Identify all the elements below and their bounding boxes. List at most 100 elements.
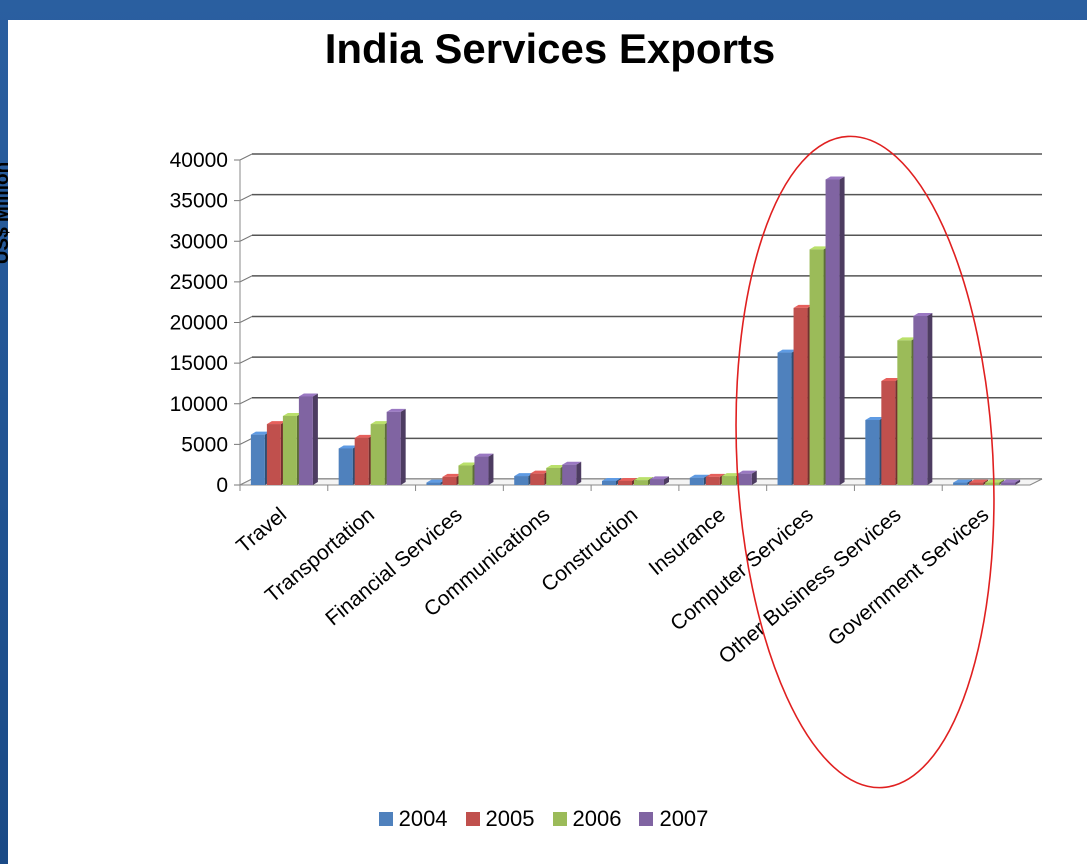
bar-top: [338, 445, 358, 449]
bar-top: [1001, 479, 1021, 483]
bar-top: [250, 431, 270, 435]
bar-top: [705, 473, 725, 477]
legend-swatch: [552, 812, 567, 826]
bar-2004-8: [953, 482, 968, 485]
legend: 2004 2005 2006 2007: [0, 806, 1087, 832]
bar-2004-3: [514, 476, 529, 485]
gridline-depth: [239, 356, 253, 364]
bar-2007-2: [474, 456, 489, 485]
bar-2004-7: [865, 420, 880, 485]
gridline-depth: [239, 153, 253, 161]
bar-top: [282, 412, 302, 416]
bar-top: [370, 421, 390, 425]
bar-2005-1: [354, 437, 369, 485]
bar-2007-7: [913, 316, 928, 485]
bar-top: [514, 473, 534, 477]
gridline-depth: [239, 397, 253, 405]
bar-2007-1: [386, 411, 401, 485]
legend-item: 2007: [639, 806, 708, 832]
bar-2005-4: [618, 480, 632, 485]
bar-2006-4: [634, 480, 648, 485]
y-tick-label: 0: [216, 474, 228, 497]
bar-2006-8: [985, 482, 1000, 485]
bar-2005-6: [793, 307, 808, 485]
y-tick-label: 5000: [181, 433, 228, 456]
bar-2004-2: [426, 482, 441, 485]
bar-2006-7: [897, 340, 912, 485]
bar-top: [298, 393, 318, 397]
bar-2006-6: [809, 249, 824, 485]
bar-top: [474, 453, 494, 457]
bar-side: [1015, 479, 1021, 485]
bar-2005-5: [705, 476, 720, 485]
legend-swatch: [465, 812, 480, 826]
legend-label: 2006: [572, 806, 622, 831]
bar-top: [426, 479, 446, 483]
bar-top: [650, 476, 669, 480]
bar-2005-3: [530, 473, 545, 485]
legend-label: 2004: [398, 806, 448, 831]
bar-top: [266, 421, 286, 425]
y-tick-label: 30000: [170, 230, 228, 253]
legend-item: 2006: [552, 806, 622, 832]
bar-top: [442, 473, 462, 477]
gridline-depth: [239, 437, 253, 445]
bar-2006-2: [458, 465, 473, 485]
bar-2007-0: [298, 396, 313, 485]
gridline-depth: [239, 194, 253, 202]
bar-top: [386, 408, 406, 412]
bar-2007-3: [562, 464, 577, 485]
x-tick-label: Insurance: [645, 503, 730, 580]
bar-2004-6: [777, 352, 792, 485]
bar-2007-5: [737, 473, 752, 485]
bar-top: [618, 477, 637, 481]
bar-2005-8: [969, 482, 984, 485]
bar-2004-5: [689, 477, 704, 485]
bar-top: [689, 474, 709, 478]
x-tick-label: Construction: [537, 503, 642, 596]
legend-swatch: [378, 812, 393, 826]
gridline-depth: [239, 234, 253, 242]
bar-2005-2: [442, 476, 457, 485]
bar-top: [562, 461, 582, 465]
x-tick-label: Travel: [232, 503, 291, 558]
bar-top: [354, 434, 374, 438]
y-tick-label: 40000: [170, 149, 228, 172]
bar-side: [927, 313, 933, 485]
bar-2006-0: [282, 415, 297, 485]
legend-label: 2005: [485, 806, 535, 831]
bar-2004-1: [338, 448, 353, 485]
legend-item: 2005: [465, 806, 535, 832]
y-tick-label: 25000: [170, 271, 228, 294]
y-tick-label: 10000: [170, 393, 228, 416]
bar-2007-4: [650, 479, 664, 485]
bar-side: [576, 461, 582, 485]
bar-2007-8: [1001, 482, 1016, 485]
bar-top: [458, 462, 478, 466]
bar-top: [634, 477, 653, 481]
bar-2006-3: [546, 467, 561, 485]
y-tick-label: 20000: [170, 312, 228, 335]
legend-label: 2007: [659, 806, 709, 831]
bar-2005-7: [881, 381, 896, 485]
bar-2007-6: [825, 179, 840, 485]
bar-top: [530, 470, 550, 474]
chart-title: India Services Exports: [324, 25, 776, 72]
bar-2004-0: [250, 434, 265, 485]
bar-side: [488, 453, 494, 485]
bar-2004-4: [602, 480, 616, 485]
bar-side: [400, 408, 406, 485]
bar-top: [546, 464, 566, 468]
bar-2005-0: [266, 424, 281, 485]
bar-side: [312, 393, 318, 485]
gridline-depth: [239, 275, 253, 283]
bar-2006-1: [370, 424, 385, 485]
gridline-depth: [239, 316, 253, 323]
x-tick-label: Other Business Services: [715, 503, 906, 668]
legend-item: 2004: [378, 806, 448, 832]
y-tick-label: 35000: [170, 190, 228, 213]
bar-side: [839, 176, 845, 485]
x-tick-label: Computer Services: [666, 503, 818, 635]
x-tick-label: Government Services: [824, 503, 993, 650]
